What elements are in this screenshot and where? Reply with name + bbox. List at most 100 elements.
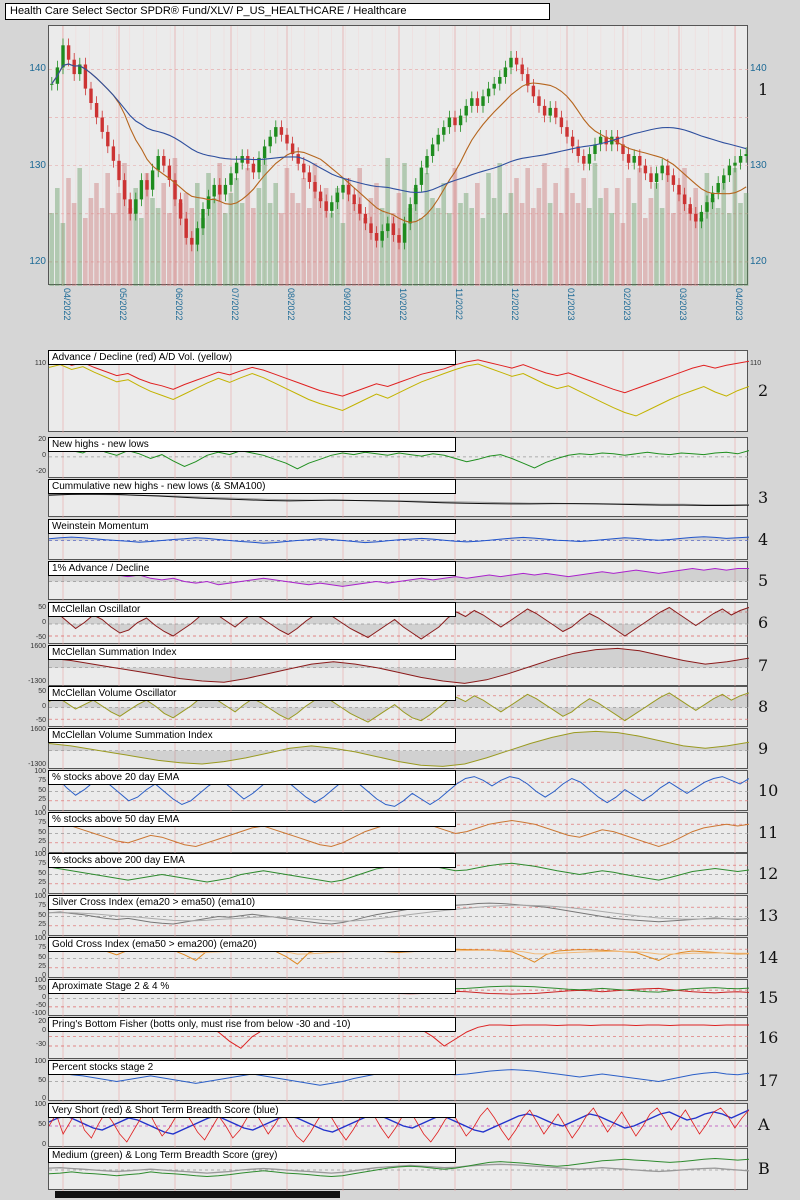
candle-body [206, 196, 211, 209]
axis-tick-label: 120 [750, 255, 767, 267]
volume-bar [346, 178, 351, 286]
very-short-breadth-line [49, 1107, 749, 1143]
candle-body [587, 154, 592, 164]
candle-body [542, 105, 547, 116]
panel-number-label: 7 [758, 655, 769, 675]
panel-number-label: 8 [758, 696, 769, 716]
candle-body [72, 59, 76, 75]
volume-bar [458, 203, 463, 286]
panel-number-label: 1 [758, 80, 769, 99]
candle-body [386, 223, 390, 232]
candle-body [83, 64, 88, 89]
volume-bar [127, 208, 133, 286]
volume-bar [301, 178, 306, 286]
panel-label: Medium (green) & Long Term Breadth Score… [48, 1148, 456, 1163]
volume-bar [284, 168, 290, 286]
panel-number-label: 16 [758, 1028, 779, 1047]
candle-body [548, 107, 552, 116]
panel-number-label: 2 [758, 381, 769, 400]
axis-tick-label: 0 [42, 1095, 46, 1103]
axis-tick-label: 140 [750, 63, 767, 75]
axis-tick-label: 0 [42, 702, 46, 710]
volume-bar [262, 158, 267, 286]
volume-bar [699, 218, 704, 286]
volume-bar [687, 208, 693, 286]
mcclellan-vol-osc-line [49, 692, 749, 723]
candle-body [554, 107, 558, 118]
candle-body [173, 180, 177, 200]
candle-body [285, 134, 289, 144]
candle-body [531, 85, 536, 97]
candle-body [106, 131, 110, 147]
volume-bar [721, 183, 726, 286]
candle-body [128, 199, 132, 214]
volume-bar [88, 198, 94, 286]
panel-one-pct-advance-decline: 1% Advance / Decline [48, 561, 749, 601]
axis-tick-label: 1600 [30, 726, 46, 734]
candle-body [526, 74, 530, 86]
candle-body [514, 57, 519, 65]
volume-bar [738, 203, 743, 286]
candle-body [425, 156, 429, 168]
one-pct-ad-fill [49, 568, 749, 587]
axis-tick-label: 25 [38, 878, 46, 886]
axis-tick-label: 0 [42, 619, 46, 626]
panel-label: Pring's Bottom Fisher (botts only, must … [48, 1017, 456, 1032]
volume-bar [407, 208, 413, 286]
panel-number-label: 14 [758, 947, 779, 967]
axis-tick-label: -1300 [28, 761, 46, 769]
panel-label: Aproximate Stage 2 & 4 % [48, 979, 456, 994]
candle-body [352, 194, 356, 205]
candle-body [654, 173, 659, 182]
bottom-scroll-thumb[interactable] [55, 1191, 340, 1198]
volume-bar [419, 218, 424, 286]
volume-bar [279, 213, 284, 286]
volume-bar [60, 223, 66, 286]
axis-tick-label: 100 [34, 809, 46, 817]
volume-bar [508, 193, 514, 286]
volume-bar [94, 183, 99, 286]
volume-bar [648, 198, 654, 286]
panel-medium-long-breadth: Medium (green) & Long Term Breadth Score… [48, 1148, 749, 1191]
candle-body [139, 180, 144, 200]
axis-tick-label: 100 [34, 934, 46, 942]
candle-body [229, 173, 233, 185]
candle-body [722, 175, 726, 183]
volume-bar [312, 163, 318, 286]
candle-body [699, 211, 704, 222]
volume-bar [463, 193, 469, 286]
candle-body [559, 117, 564, 128]
volume-bar [133, 188, 138, 286]
candle-body [195, 228, 200, 245]
candle-body [738, 156, 743, 163]
candle-body [503, 67, 508, 77]
volume-bar [155, 208, 161, 286]
one-pct-ad-line [49, 567, 749, 587]
mcclellan-summation-fill [49, 648, 749, 684]
axis-tick-label: 0 [42, 888, 46, 896]
candle-body [94, 103, 99, 118]
date-axis-label: 05/2022 [118, 288, 128, 321]
date-axis-label: 07/2022 [230, 288, 240, 321]
candle-body [442, 127, 446, 135]
volume-bar [491, 198, 497, 286]
candle-body [576, 146, 580, 156]
candle-body [324, 201, 328, 211]
candle-body [313, 182, 317, 192]
axis-tick-label: -50 [35, 717, 46, 725]
candle-body [61, 45, 65, 68]
panel-label: McClellan Volume Summation Index [48, 728, 456, 743]
volume-bar [351, 203, 357, 286]
axis-tick-label: 75 [38, 777, 46, 785]
candle-body [251, 163, 256, 173]
long-term-breadth-line [49, 1163, 749, 1174]
volume-bar [475, 183, 480, 286]
candle-body [582, 156, 586, 164]
candle-body [369, 223, 373, 233]
volume-bar [144, 173, 150, 286]
candle-body [626, 154, 631, 163]
axis-tick-label: 75 [38, 819, 46, 827]
axis-tick-label: 100 [34, 767, 46, 775]
candle-body [565, 127, 569, 137]
volume-bar [116, 193, 122, 286]
